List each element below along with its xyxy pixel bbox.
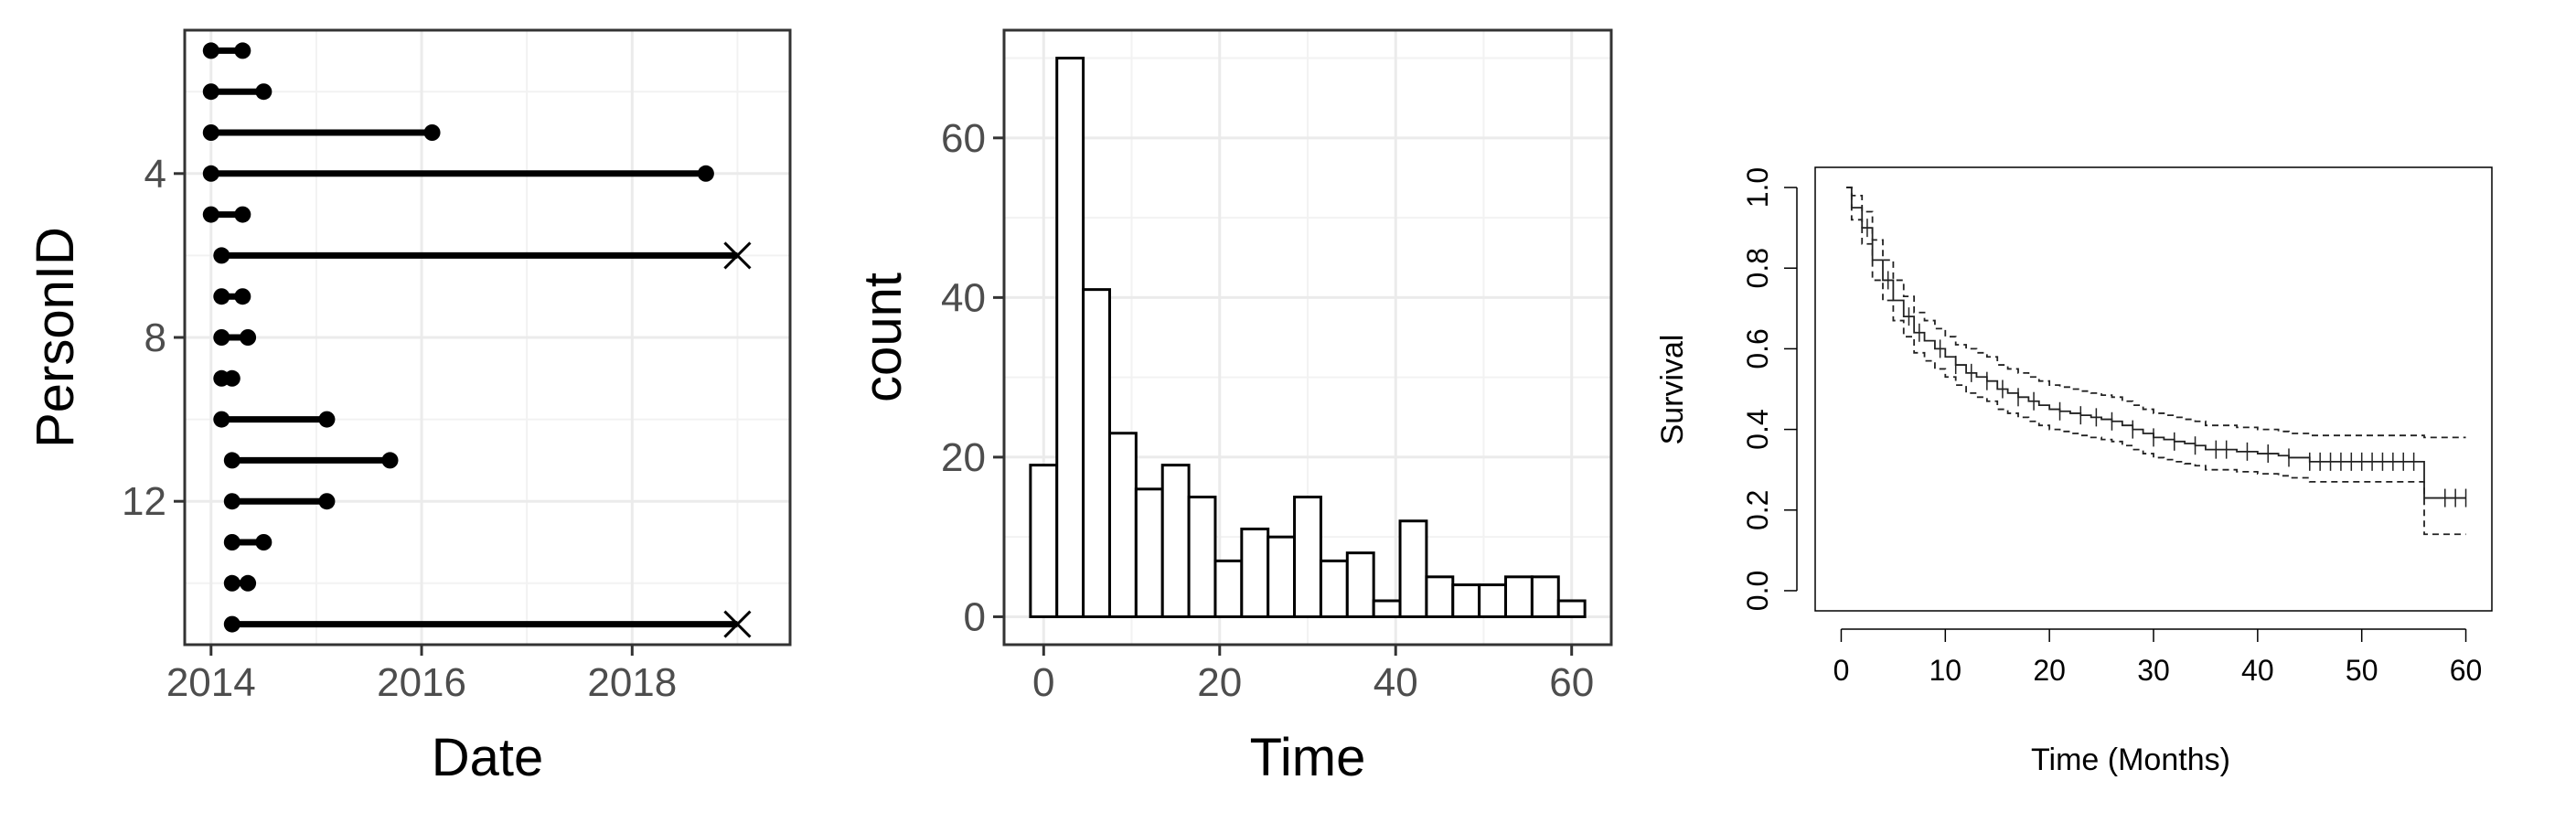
histogram-bar <box>1213 559 1244 618</box>
censored-end-marker <box>723 610 752 638</box>
x-tick-label: 20 <box>2033 654 2066 687</box>
histogram-bar <box>1055 57 1085 618</box>
censored-end-marker <box>723 241 752 270</box>
end-point <box>240 329 257 346</box>
histogram-bar <box>1398 519 1428 618</box>
histogram-x-axis-title: Time <box>1250 728 1366 787</box>
dumbbell-gridlines <box>185 30 790 645</box>
histogram-bar <box>1134 487 1164 618</box>
histogram-bar <box>1240 527 1270 618</box>
y-tick-label: 0 <box>964 594 986 639</box>
histogram-bar <box>1267 535 1297 618</box>
survival-curve-panel: 0 10 20 30 40 50 60 0.0 0.2 0.4 0.6 0.8 1.0 Time (Mo… <box>1655 166 2493 777</box>
end-point <box>240 574 257 592</box>
dumbbell-x-axis-title: Date <box>432 728 544 787</box>
histogram-bar <box>1293 496 1322 618</box>
histogram-bar <box>1160 464 1191 618</box>
start-point <box>202 124 219 141</box>
dumbbell-marks <box>202 42 752 638</box>
survival-axes: 0 10 20 30 40 50 60 0.0 0.2 0.4 0.6 0.8 1.0 <box>1741 167 2482 687</box>
histogram-bars <box>1029 57 1587 618</box>
histogram-ticks: 0 20 40 60 0 20 40 60 <box>941 116 1594 705</box>
y-tick-label: 12 <box>122 479 166 524</box>
y-tick-label: 0.0 <box>1741 571 1774 611</box>
end-point <box>255 83 273 101</box>
end-point <box>381 452 399 469</box>
x-tick-label: 60 <box>1549 660 1594 705</box>
end-point <box>318 493 336 510</box>
histogram-bar <box>1319 559 1349 618</box>
y-tick-label: 0.6 <box>1741 328 1774 369</box>
start-point <box>202 83 219 101</box>
survival-y-axis-title: Survival <box>1655 335 1690 445</box>
histogram-bar <box>1372 599 1402 618</box>
start-point <box>202 206 219 223</box>
y-tick-label: 40 <box>941 275 986 320</box>
y-tick-label: 0.2 <box>1741 490 1774 530</box>
start-point <box>202 165 219 182</box>
end-point <box>223 369 240 387</box>
confidence-band-line <box>1846 187 2466 439</box>
start-point <box>213 247 230 264</box>
survival-lines <box>1846 187 2467 536</box>
histogram-panel-border <box>1002 28 1613 647</box>
dumbbell-chart-panel: 2014 2016 2018 4 8 12 Date PersonID <box>26 28 792 787</box>
start-point <box>213 288 230 305</box>
x-tick-label: 20 <box>1197 660 1242 705</box>
start-point <box>223 574 240 592</box>
y-tick-label: 4 <box>144 152 166 197</box>
survival-curve <box>1846 187 2466 499</box>
x-tick-label: 30 <box>2137 654 2170 687</box>
dumbbell-ticks: 2014 2016 2018 4 8 12 <box>122 152 677 705</box>
y-tick-label: 60 <box>941 116 986 161</box>
end-point <box>255 534 273 550</box>
histogram-bar <box>1082 288 1111 618</box>
histogram-bar <box>1504 575 1534 618</box>
start-point <box>223 534 240 550</box>
y-tick-label: 0.4 <box>1741 409 1774 449</box>
survival-x-axis-title: Time (Months) <box>2031 743 2230 777</box>
x-tick-label: 0 <box>1032 660 1054 705</box>
x-tick-label: 50 <box>2346 654 2378 687</box>
x-tick-label: 2018 <box>587 660 677 705</box>
histogram-panel: 0 20 40 60 0 20 40 60 Time count <box>853 28 1613 787</box>
x-tick-label: 10 <box>1929 654 1962 687</box>
y-tick-label: 1.0 <box>1741 167 1774 208</box>
histogram-y-axis-title: count <box>853 273 913 402</box>
histogram-bar <box>1478 583 1508 618</box>
end-point <box>234 42 251 59</box>
start-point <box>213 411 230 428</box>
x-tick-label: 40 <box>1374 660 1418 705</box>
survival-plot-box <box>1814 166 2493 612</box>
x-tick-label: 0 <box>1833 654 1850 687</box>
start-point <box>202 42 219 59</box>
dumbbell-y-axis-title: PersonID <box>26 227 85 448</box>
histogram-bar <box>1345 551 1375 618</box>
end-point <box>697 165 714 182</box>
end-point <box>234 206 251 223</box>
end-point <box>234 288 251 305</box>
histogram-bar <box>1107 432 1138 618</box>
x-tick-label: 2014 <box>166 660 256 705</box>
end-point <box>423 124 441 141</box>
y-tick-label: 8 <box>144 315 166 360</box>
x-tick-label: 2016 <box>377 660 466 705</box>
confidence-band-line <box>1846 187 2466 536</box>
x-tick-label: 60 <box>2450 654 2483 687</box>
histogram-bar <box>1451 583 1481 618</box>
histogram-bar <box>1556 599 1587 618</box>
histogram-bar <box>1187 496 1217 618</box>
start-point <box>223 493 240 510</box>
start-point <box>223 615 240 633</box>
start-point <box>223 452 240 469</box>
end-point <box>318 411 336 428</box>
histogram-bar <box>1425 575 1455 618</box>
y-tick-label: 20 <box>941 435 986 480</box>
y-tick-label: 0.8 <box>1741 248 1774 288</box>
histogram-bar <box>1530 575 1560 618</box>
histogram-bar <box>1029 464 1059 618</box>
start-point <box>213 329 230 346</box>
x-tick-label: 40 <box>2241 654 2274 687</box>
